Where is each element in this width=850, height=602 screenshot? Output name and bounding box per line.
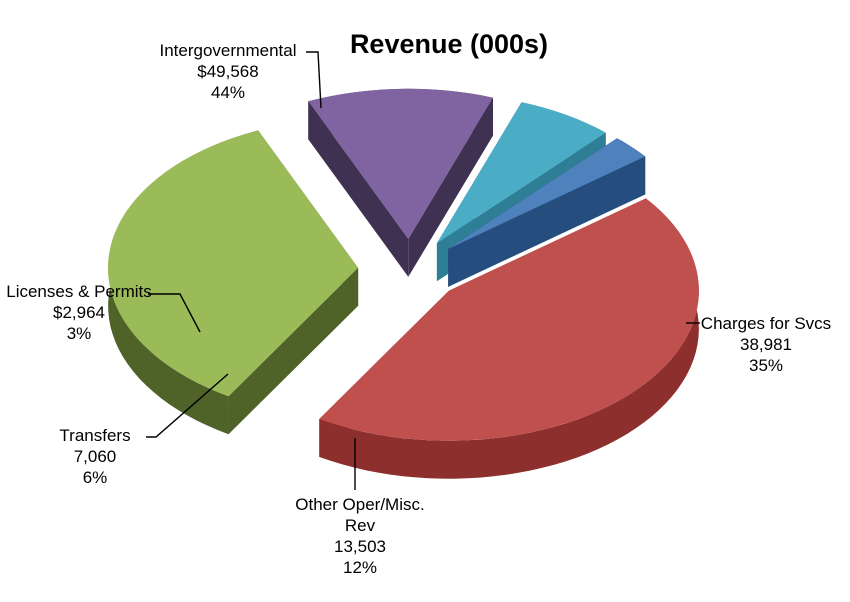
slice-label-intergovernmental: Intergovernmental $49,568 44% <box>159 41 296 102</box>
label-value-transfers: 7,060 <box>74 447 117 466</box>
label-value-licenses-permits: $2,964 <box>53 303 105 322</box>
slice-label-licenses-permits: Licenses & Permits $2,964 3% <box>6 282 152 343</box>
label-percent-other-oper-misc-rev: 12% <box>343 558 377 577</box>
pie-slices <box>108 88 699 479</box>
label-name-licenses-permits: Licenses & Permits <box>6 282 152 301</box>
label-name-other-oper-misc-rev: Other Oper/Misc. <box>295 495 424 514</box>
label-name-charges-for-svcs: Charges for Svcs <box>701 314 831 333</box>
slice-intergovernmental <box>319 198 699 479</box>
slice-labels: Intergovernmental $49,568 44% Charges for S… <box>6 41 831 577</box>
slice-wall-other-oper-misc-rev <box>408 97 493 277</box>
slice-charges-for-svcs <box>108 130 359 435</box>
slice-top-transfers <box>436 102 606 244</box>
slice-top-charges-for-svcs <box>108 130 359 397</box>
label-percent-intergovernmental: 44% <box>211 83 245 102</box>
label-name-other-oper-misc-rev: Rev <box>345 516 376 535</box>
slice-top-licenses-permits <box>448 138 646 249</box>
slice-top-other-oper-misc-rev <box>308 88 493 239</box>
chart-title: Revenue (000s) <box>350 29 548 59</box>
label-percent-charges-for-svcs: 35% <box>749 356 783 375</box>
leader-lines <box>146 51 700 490</box>
label-name-intergovernmental: Intergovernmental <box>159 41 296 60</box>
slice-wall-licenses-permits <box>448 156 646 287</box>
slice-top-intergovernmental <box>319 198 699 441</box>
leader-line-intergovernmental <box>306 51 322 109</box>
label-value-intergovernmental: $49,568 <box>197 62 258 81</box>
slice-label-charges-for-svcs: Charges for Svcs 38,981 35% <box>701 314 831 375</box>
slice-licenses-permits <box>448 138 646 287</box>
slice-wall-other-oper-misc-rev <box>308 101 409 277</box>
label-value-charges-for-svcs: 38,981 <box>740 335 792 354</box>
leader-line-transfers <box>146 373 229 438</box>
slice-side-intergovernmental <box>319 198 699 479</box>
slice-label-transfers: Transfers 7,060 6% <box>59 426 130 487</box>
label-name-transfers: Transfers <box>59 426 130 445</box>
label-percent-transfers: 6% <box>83 468 108 487</box>
leader-line-licenses-permits <box>148 293 201 333</box>
label-percent-licenses-permits: 3% <box>67 324 92 343</box>
slice-label-other-oper-misc-rev: Other Oper/Misc. Rev 13,503 12% <box>295 495 424 577</box>
slice-wall-charges-for-svcs <box>228 267 359 435</box>
label-value-other-oper-misc-rev: 13,503 <box>334 537 386 556</box>
slice-other-oper-misc-rev <box>308 88 493 277</box>
